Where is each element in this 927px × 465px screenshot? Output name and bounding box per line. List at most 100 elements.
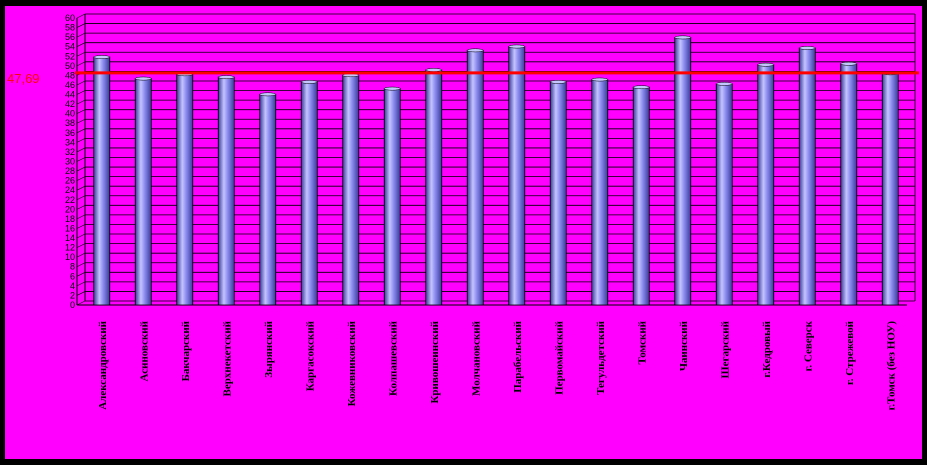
gridline-depth <box>76 51 86 57</box>
gridline-depth <box>76 281 86 287</box>
gridline-depth <box>76 272 86 277</box>
category-label: Первомайский <box>553 320 565 395</box>
bar <box>840 63 858 306</box>
gridline-depth <box>76 185 86 191</box>
bar-cap <box>508 44 525 49</box>
bar-cap <box>259 92 276 97</box>
bar <box>591 79 609 306</box>
gridlines <box>76 13 915 306</box>
y-tick-label: 16 <box>65 223 75 233</box>
category-label: Каргасокский <box>304 320 316 391</box>
bar-cap <box>218 75 235 79</box>
y-tick-label: 14 <box>65 233 75 243</box>
gridline-depth <box>76 80 86 86</box>
y-tick-label: 30 <box>65 157 75 167</box>
y-tick-label: 2 <box>70 290 75 300</box>
bar <box>674 37 692 306</box>
category-label: Зырянский <box>263 320 275 377</box>
gridline-depth <box>76 214 86 220</box>
bar-cap <box>633 85 650 90</box>
y-tick-label: 36 <box>65 128 75 138</box>
y-tick-label: 4 <box>70 281 75 291</box>
gridline-depth <box>76 157 86 162</box>
y-tick-label: 18 <box>65 214 75 224</box>
category-label: Бакчарский <box>180 320 192 381</box>
bar <box>176 73 194 306</box>
bar <box>715 83 733 306</box>
category-label: Колпашевский <box>387 320 399 396</box>
bar-cap <box>384 86 401 91</box>
bar <box>342 74 360 306</box>
gridline-depth <box>76 42 86 47</box>
gridline-depth <box>76 147 86 153</box>
y-tick-label: 50 <box>65 61 75 71</box>
reference-line-label: 47,69 <box>7 71 40 86</box>
reference-line-group: 47,69 <box>7 71 919 86</box>
bar <box>508 46 526 306</box>
gridline-depth <box>76 252 86 258</box>
category-label: Тегульдетский <box>595 320 607 395</box>
category-label: Асиновский <box>138 320 150 381</box>
gridline-depth <box>76 118 86 124</box>
bar <box>93 56 111 306</box>
bar-cap <box>93 55 110 59</box>
y-tick-label: 24 <box>65 185 75 195</box>
bar-cap <box>757 62 774 67</box>
gridline-depth <box>76 109 86 114</box>
y-tick-label: 34 <box>65 137 75 147</box>
gridline-depth <box>76 176 86 181</box>
bar-cap <box>425 68 442 72</box>
bar-cap <box>467 48 484 53</box>
gridline-depth <box>76 243 86 248</box>
bar-cap <box>799 46 816 50</box>
bar <box>881 72 899 306</box>
y-tick-label: 12 <box>65 243 75 253</box>
bar-cap <box>840 61 857 66</box>
category-label: г. Стрежевой <box>844 320 856 385</box>
category-label: Томский <box>636 320 648 364</box>
bar <box>383 88 401 306</box>
bar-cap <box>135 76 152 81</box>
y-tick-label: 54 <box>65 42 75 52</box>
y-tick-label: 6 <box>70 271 75 281</box>
y-tick-label: 8 <box>70 262 75 272</box>
category-label: Парабельский <box>512 320 524 392</box>
gridline-depth <box>76 138 86 143</box>
bar <box>259 93 277 306</box>
gridline-depth <box>76 300 86 306</box>
y-tick-label: 48 <box>65 70 75 80</box>
bar-cap <box>716 81 733 86</box>
gridline-depth <box>76 195 86 201</box>
category-label: г. Северск <box>802 320 814 371</box>
category-label: Шегарский <box>719 320 731 378</box>
y-tick-label: 52 <box>65 51 75 61</box>
gridline-depth <box>76 32 86 38</box>
bar-cap <box>301 80 318 84</box>
y-tick-label: 58 <box>65 23 75 33</box>
y-tick-label: 28 <box>65 166 75 176</box>
y-tick-label: 38 <box>65 118 75 128</box>
category-label: Чаинский <box>678 320 690 371</box>
bar <box>757 64 775 306</box>
y-tick-label: 10 <box>65 252 75 262</box>
category-label: Александровский <box>97 320 109 409</box>
y-tick-label: 20 <box>65 204 75 214</box>
gridline-depth <box>76 291 86 296</box>
bar <box>134 78 152 306</box>
category-label: г.Томск (без НОУ) <box>885 321 897 411</box>
category-label: Кривошеинский <box>429 320 441 403</box>
bar-cap <box>591 77 608 82</box>
y-tick-label: 0 <box>70 300 75 310</box>
y-tick-label: 22 <box>65 195 75 205</box>
y-tick-label: 40 <box>65 109 75 119</box>
gridline-depth <box>76 61 86 67</box>
category-label: Кожевниковский <box>346 320 358 406</box>
bar <box>549 81 567 306</box>
gridline-depth <box>76 166 86 172</box>
bars <box>93 35 899 306</box>
y-tick-label: 46 <box>65 80 75 90</box>
gridline-depth <box>76 99 86 105</box>
y-tick-label: 44 <box>65 90 75 100</box>
y-tick-label: 56 <box>65 32 75 42</box>
gridline-depth <box>76 128 86 134</box>
